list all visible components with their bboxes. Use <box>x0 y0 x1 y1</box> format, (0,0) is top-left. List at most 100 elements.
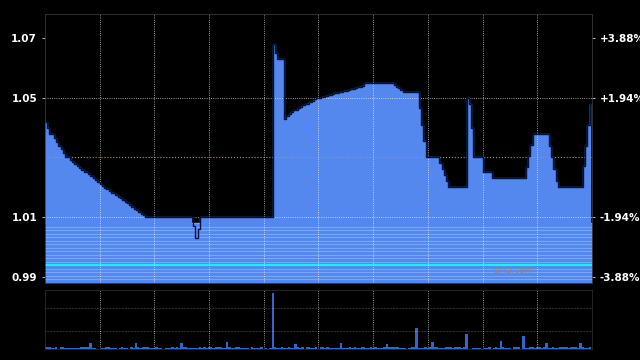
Bar <box>349 347 351 349</box>
Bar <box>204 347 205 349</box>
Bar <box>52 348 55 349</box>
Bar <box>249 348 251 349</box>
Bar <box>237 347 240 349</box>
Bar <box>484 347 486 349</box>
Bar <box>329 348 331 349</box>
Bar <box>306 347 308 349</box>
Bar <box>217 347 220 349</box>
Bar <box>276 348 278 349</box>
Bar <box>188 348 189 349</box>
Bar <box>162 348 164 349</box>
Bar <box>110 348 112 349</box>
Bar <box>83 347 84 349</box>
Bar <box>356 348 358 349</box>
Bar <box>194 348 196 349</box>
Bar <box>404 348 406 349</box>
Bar <box>586 348 589 349</box>
Bar <box>532 347 534 349</box>
Bar <box>502 347 504 349</box>
Bar <box>550 348 552 349</box>
Bar <box>468 348 470 349</box>
Bar <box>87 347 89 349</box>
Bar <box>536 347 538 349</box>
Text: sina.com: sina.com <box>494 266 534 275</box>
Bar <box>552 347 554 349</box>
Bar <box>185 347 188 349</box>
Bar <box>148 348 151 349</box>
Bar <box>397 347 399 349</box>
Bar <box>99 348 100 349</box>
Bar <box>68 348 71 349</box>
Bar <box>527 348 529 349</box>
Bar <box>89 343 92 349</box>
Bar <box>303 348 306 349</box>
Bar <box>278 348 281 349</box>
Bar <box>563 347 566 349</box>
Bar <box>224 348 226 349</box>
Bar <box>144 347 147 349</box>
Bar <box>153 348 156 349</box>
Bar <box>472 348 475 349</box>
Bar <box>137 347 140 349</box>
Bar <box>141 347 144 349</box>
Bar <box>244 348 246 349</box>
Bar <box>135 343 137 349</box>
Bar <box>500 341 502 349</box>
Bar <box>221 348 224 349</box>
Bar <box>372 348 374 349</box>
Bar <box>285 347 287 349</box>
Bar <box>260 347 262 349</box>
Bar <box>415 328 417 349</box>
Bar <box>486 348 488 349</box>
Bar <box>561 347 563 349</box>
Bar <box>568 348 570 349</box>
Bar <box>176 347 178 349</box>
Bar <box>495 347 497 349</box>
Bar <box>147 347 148 349</box>
Bar <box>406 348 408 349</box>
Bar <box>447 347 449 349</box>
Bar <box>172 347 173 349</box>
Bar <box>212 348 214 349</box>
Bar <box>456 347 459 349</box>
Bar <box>554 347 557 349</box>
Bar <box>497 348 500 349</box>
Bar <box>589 347 591 349</box>
Bar <box>178 347 180 349</box>
Bar <box>470 348 472 349</box>
Bar <box>326 347 329 349</box>
Bar <box>548 348 550 349</box>
Bar <box>431 342 433 349</box>
Bar <box>121 347 124 349</box>
Bar <box>577 348 579 349</box>
Bar <box>445 347 447 349</box>
Bar <box>262 348 265 349</box>
Bar <box>128 348 131 349</box>
Bar <box>62 347 64 349</box>
Bar <box>157 348 160 349</box>
Bar <box>253 348 256 349</box>
Bar <box>413 347 415 349</box>
Bar <box>208 347 210 349</box>
Bar <box>131 347 132 349</box>
Bar <box>463 347 465 349</box>
Bar <box>274 347 276 349</box>
Bar <box>365 347 367 349</box>
Bar <box>228 347 230 349</box>
Bar <box>358 348 360 349</box>
Bar <box>402 348 404 349</box>
Bar <box>71 348 74 349</box>
Bar <box>292 348 294 349</box>
Bar <box>151 348 153 349</box>
Bar <box>220 347 221 349</box>
Bar <box>319 347 322 349</box>
Bar <box>160 347 162 349</box>
Bar <box>301 347 303 349</box>
Bar <box>210 347 212 349</box>
Bar <box>475 348 477 349</box>
Bar <box>119 348 121 349</box>
Bar <box>529 347 532 349</box>
Bar <box>399 348 402 349</box>
Bar <box>381 348 383 349</box>
Bar <box>559 347 561 349</box>
